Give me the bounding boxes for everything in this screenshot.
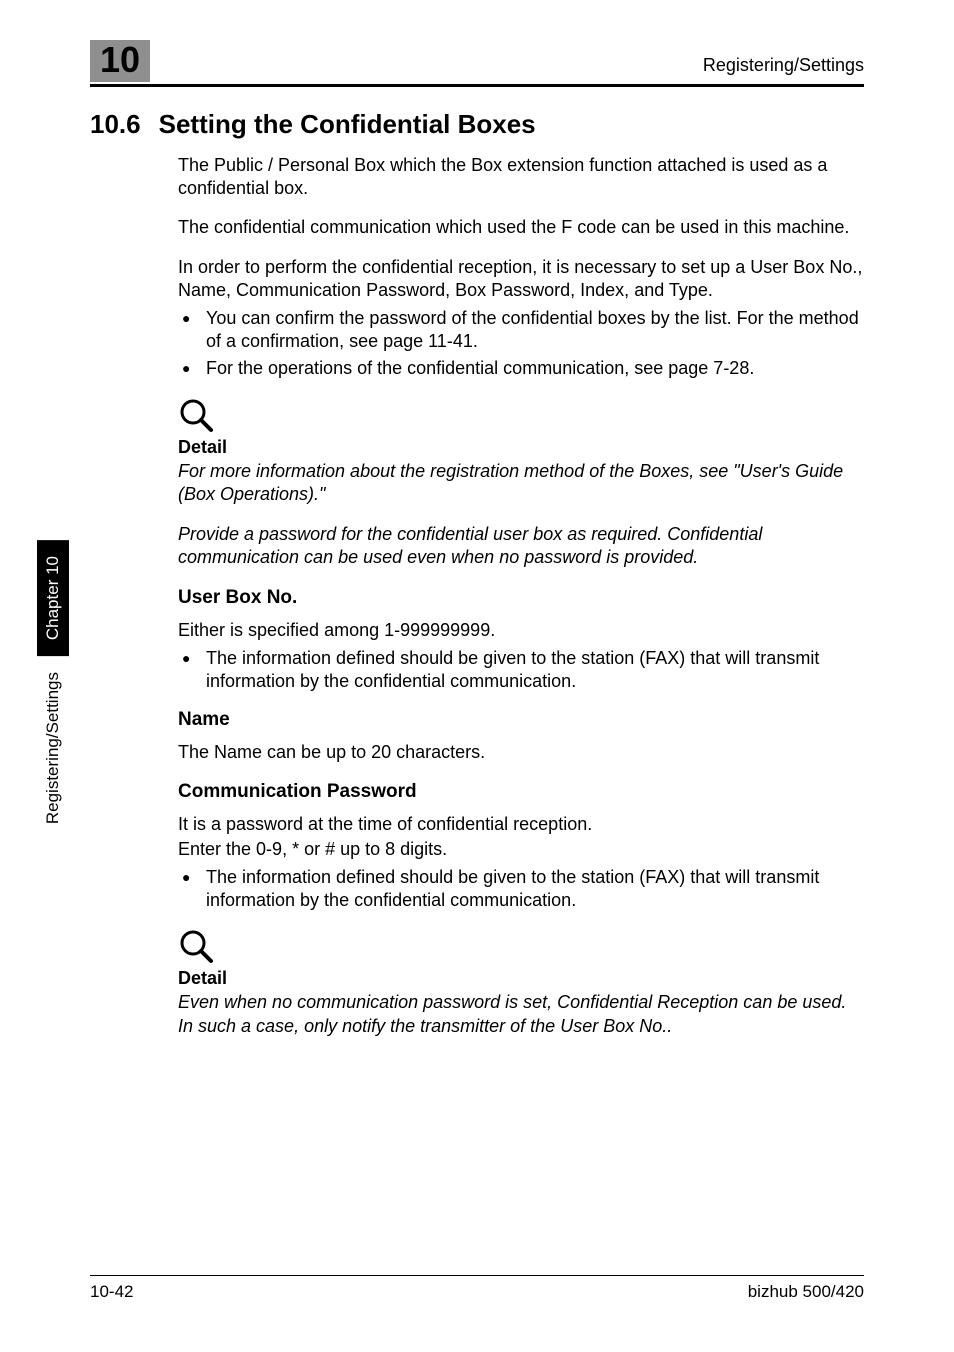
page-header: 10 Registering/Settings — [90, 40, 864, 87]
detail-block-2: Detail Even when no communication passwo… — [178, 928, 864, 1038]
chapter-number-badge: 10 — [90, 40, 150, 82]
magnifier-icon — [178, 928, 864, 964]
detail-text: Even when no communication password is s… — [178, 991, 864, 1038]
list-item: The information defined should be given … — [178, 866, 864, 913]
detail-text: Provide a password for the confidential … — [178, 523, 864, 570]
userboxno-body: Either is specified among 1-999999999. — [178, 619, 864, 642]
section-number: 10.6 — [90, 109, 141, 140]
subheading-commpassword: Communication Password — [178, 781, 864, 803]
content-body: The Public / Personal Box which the Box … — [178, 154, 864, 1039]
subheading-name: Name — [178, 709, 864, 731]
page-container: Chapter 10 Registering/Settings 10 Regis… — [0, 0, 954, 1352]
commpassword-body1: It is a password at the time of confiden… — [178, 813, 864, 836]
section-heading: 10.6 Setting the Confidential Boxes — [90, 109, 864, 140]
commpassword-bullets: The information defined should be given … — [178, 866, 864, 913]
side-tab-section: Registering/Settings — [43, 656, 63, 840]
detail-text: For more information about the registrat… — [178, 460, 864, 507]
footer-product: bizhub 500/420 — [748, 1282, 864, 1302]
page-footer: 10-42 bizhub 500/420 — [90, 1275, 864, 1302]
list-item: You can confirm the password of the conf… — [178, 307, 864, 354]
userboxno-bullets: The information defined should be given … — [178, 647, 864, 694]
intro-bullet-list: You can confirm the password of the conf… — [178, 307, 864, 381]
footer-page-number: 10-42 — [90, 1282, 133, 1302]
side-tab: Chapter 10 Registering/Settings — [34, 540, 72, 900]
intro-paragraph-2: The confidential communication which use… — [178, 216, 864, 239]
detail-label: Detail — [178, 437, 864, 458]
list-item: For the operations of the confidential c… — [178, 357, 864, 380]
side-tab-chapter: Chapter 10 — [37, 540, 69, 656]
running-head: Registering/Settings — [703, 55, 864, 82]
subheading-userboxno: User Box No. — [178, 587, 864, 609]
commpassword-body2: Enter the 0-9, * or # up to 8 digits. — [178, 838, 864, 861]
magnifier-icon — [178, 397, 864, 433]
detail-label: Detail — [178, 968, 864, 989]
name-body: The Name can be up to 20 characters. — [178, 741, 864, 764]
intro-paragraph-3: In order to perform the confidential rec… — [178, 256, 864, 303]
list-item: The information defined should be given … — [178, 647, 864, 694]
detail-block-1: Detail For more information about the re… — [178, 397, 864, 570]
section-title: Setting the Confidential Boxes — [159, 109, 536, 140]
intro-paragraph-1: The Public / Personal Box which the Box … — [178, 154, 864, 201]
